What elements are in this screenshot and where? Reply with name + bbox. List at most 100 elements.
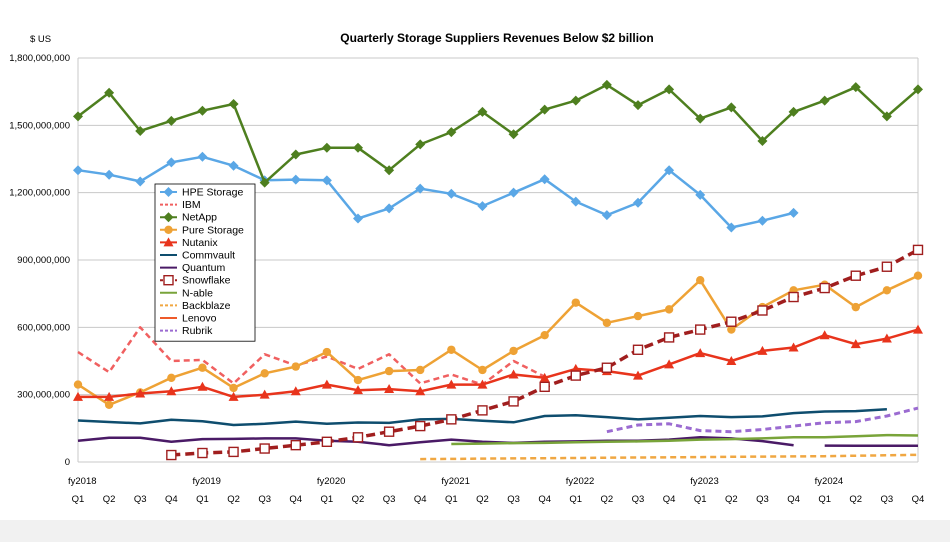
data-point <box>166 157 177 168</box>
data-point <box>757 136 768 147</box>
data-point <box>166 386 177 396</box>
data-point <box>788 342 799 352</box>
x-tick-label: Q1 <box>196 494 209 505</box>
data-point <box>167 373 176 383</box>
data-point <box>633 311 643 321</box>
data-point <box>259 177 270 188</box>
data-point <box>135 388 146 398</box>
data-point <box>726 102 737 113</box>
data-point <box>228 99 239 110</box>
x-tick-label: Q4 <box>165 494 178 505</box>
x-tick-label: Q3 <box>258 494 271 505</box>
legend-item: NetApp <box>160 212 217 224</box>
data-point <box>104 87 115 98</box>
legend-label: Rubrik <box>182 325 213 337</box>
data-point <box>73 111 83 122</box>
legend-item: N-able <box>160 287 213 299</box>
data-point <box>508 369 519 379</box>
data-point <box>695 348 706 358</box>
data-point <box>166 449 177 461</box>
data-point <box>446 127 457 138</box>
data-point <box>228 391 239 401</box>
data-point <box>663 332 675 343</box>
data-point <box>197 105 208 116</box>
data-point <box>851 302 860 312</box>
legend-label: N-able <box>182 287 213 299</box>
data-point <box>259 389 270 399</box>
data-point <box>726 222 737 233</box>
legend-label: HPE Storage <box>182 187 243 199</box>
legend-swatch-marker <box>163 212 174 223</box>
data-point <box>788 291 799 303</box>
y-tick-label: 1,500,000,000 <box>9 120 70 131</box>
x-year-label: fy2020 <box>317 476 346 487</box>
legend-item: HPE Storage <box>160 187 243 199</box>
series-commvault <box>77 408 887 427</box>
data-point <box>197 447 208 459</box>
data-point <box>477 201 488 212</box>
series-pure-storage <box>73 271 923 409</box>
legend-label: Commvault <box>182 250 235 262</box>
series-line <box>77 274 919 407</box>
x-tick-label: Q3 <box>134 494 147 505</box>
data-point <box>353 375 363 385</box>
data-point <box>726 316 737 327</box>
data-point <box>321 379 332 389</box>
data-point <box>416 365 425 375</box>
data-point <box>695 324 706 335</box>
data-point <box>913 271 923 280</box>
data-point <box>788 207 799 218</box>
x-year-label: fy2023 <box>690 476 719 487</box>
data-point <box>197 151 208 162</box>
data-point <box>260 369 269 378</box>
data-point <box>104 391 115 401</box>
data-point <box>664 359 675 369</box>
data-point <box>228 446 239 458</box>
y-tick-label: 600,000,000 <box>17 322 70 333</box>
x-tick-label: Q4 <box>912 494 925 505</box>
legend-swatch-marker <box>164 225 173 234</box>
series-line <box>77 83 919 184</box>
y-tick-label: 1,200,000,000 <box>9 188 70 199</box>
data-point <box>353 213 363 224</box>
x-tick-label: Q2 <box>103 494 116 505</box>
data-point <box>508 396 519 407</box>
data-point <box>229 383 238 393</box>
series-n-able <box>451 433 919 446</box>
y-tick-label: 900,000,000 <box>17 255 70 266</box>
legend-item: Lenovo <box>160 313 217 325</box>
x-tick-label: Q2 <box>601 494 614 505</box>
data-point <box>570 95 581 106</box>
data-point <box>197 381 208 391</box>
data-point <box>352 432 364 443</box>
y-tick-label: 300,000,000 <box>17 390 70 401</box>
legend-item: Backblaze <box>160 300 231 312</box>
legend-item: IBM <box>160 199 201 211</box>
data-point <box>415 183 426 194</box>
x-tick-label: Q1 <box>569 494 582 505</box>
data-point <box>228 160 239 171</box>
x-tick-label: Q3 <box>383 494 396 505</box>
data-point <box>322 347 332 357</box>
data-point <box>446 379 457 389</box>
data-point <box>290 174 301 185</box>
data-point <box>384 384 395 394</box>
data-point <box>290 386 301 396</box>
data-point <box>601 210 612 221</box>
legend-swatch-marker <box>163 275 174 286</box>
axes: 0 300,000,000 600,000,000 900,000,000 1,200,… <box>9 53 924 505</box>
data-point <box>477 106 488 117</box>
data-point <box>570 196 581 207</box>
x-tick-label: Q1 <box>445 494 458 505</box>
data-point <box>695 113 706 124</box>
series-ibm <box>77 326 546 386</box>
legend-item: Rubrik <box>160 325 213 337</box>
chart-frame: Quarterly Storage Suppliers Revenues Bel… <box>0 0 950 520</box>
x-tick-label: Q1 <box>321 494 334 505</box>
data-point <box>881 333 892 343</box>
data-point <box>850 339 861 349</box>
legend-swatch-marker <box>163 237 174 247</box>
legend-label: Quantum <box>182 262 225 274</box>
data-point <box>570 370 581 381</box>
x-tick-label: Q3 <box>881 494 894 505</box>
